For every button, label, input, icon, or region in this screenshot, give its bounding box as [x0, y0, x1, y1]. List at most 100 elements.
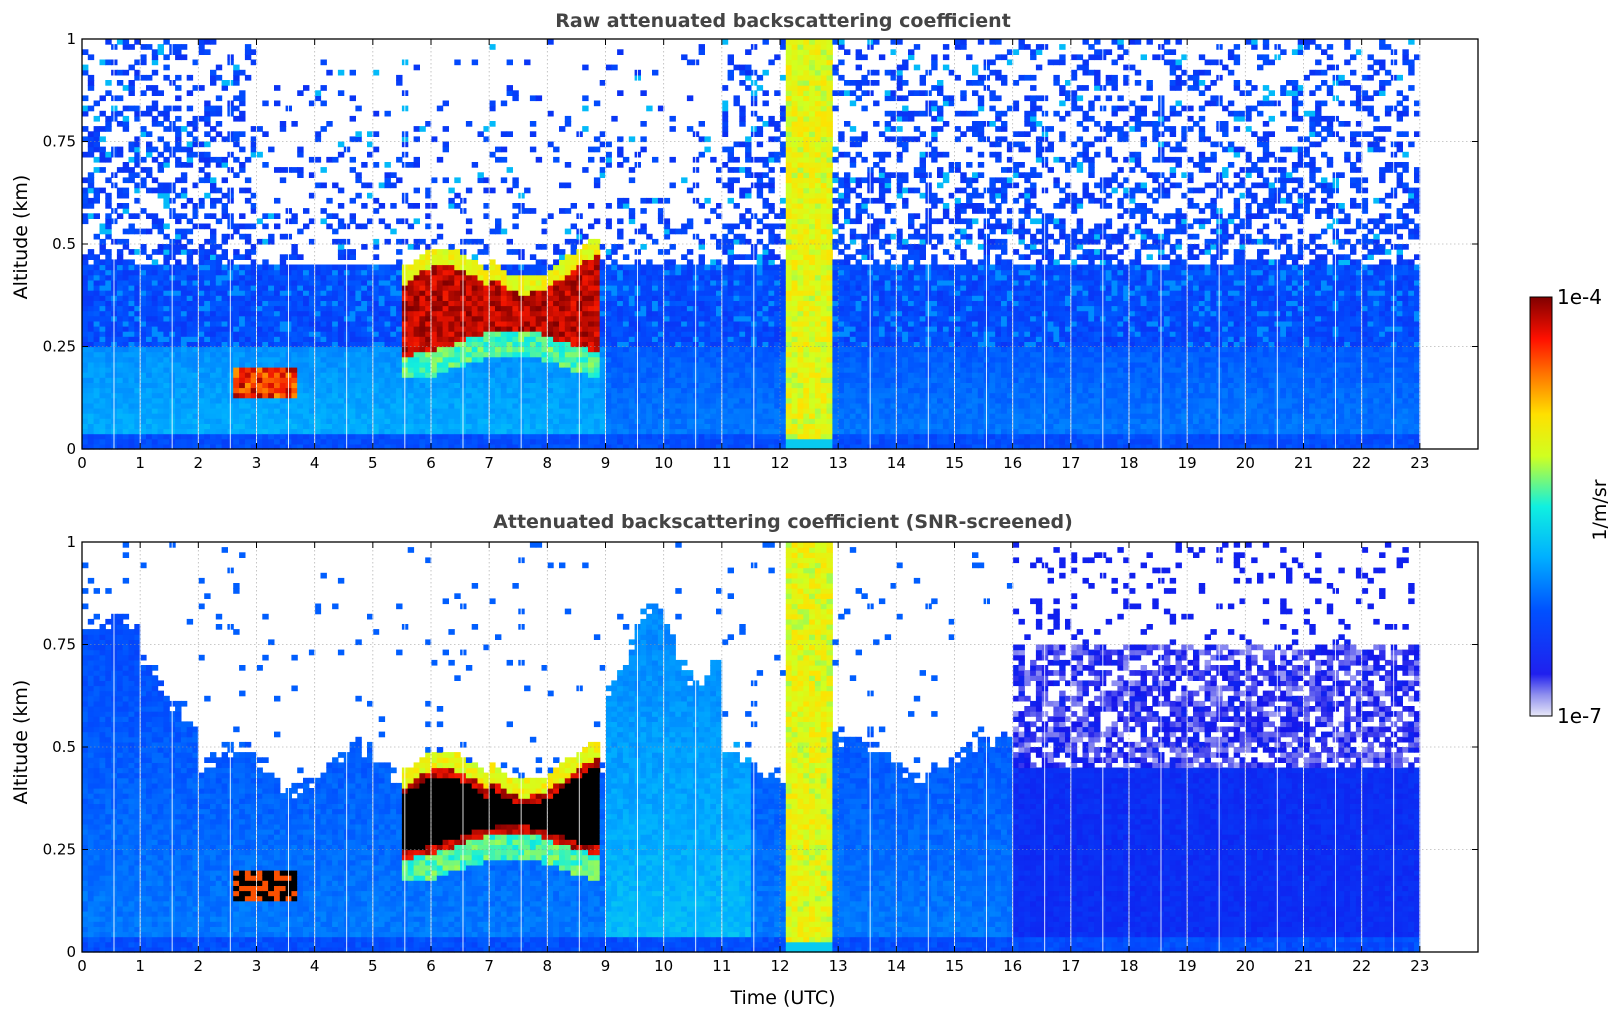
heatmap-cell: [122, 295, 130, 301]
heatmap-cell: [622, 438, 630, 445]
heatmap-cell: [186, 259, 194, 266]
heatmap-cell: [349, 136, 356, 143]
heatmap-cell: [268, 443, 275, 450]
heatmap-cell: [349, 433, 356, 440]
heatmap-cell: [541, 428, 548, 435]
heatmap-cell: [605, 387, 612, 394]
heatmap-cell: [564, 341, 572, 348]
heatmap-cell: [198, 259, 205, 266]
heatmap-cell: [116, 408, 124, 414]
heatmap-cell: [268, 423, 275, 430]
heatmap-cell: [314, 90, 322, 96]
heatmap-cell: [564, 423, 572, 430]
heatmap-cell: [500, 377, 508, 383]
heatmap-cell: [652, 285, 659, 291]
heatmap-cell: [134, 69, 141, 76]
heatmap-cell: [698, 315, 705, 322]
heatmap-cell: [157, 377, 164, 383]
heatmap-cell: [146, 443, 153, 450]
heatmap-cell: [483, 418, 490, 424]
heatmap-cell: [367, 341, 374, 348]
heatmap-cell: [308, 397, 316, 404]
heatmap-cell: [390, 346, 397, 353]
heatmap-cell: [116, 146, 124, 153]
heatmap-cell: [675, 433, 682, 440]
heatmap-cell: [588, 310, 595, 317]
heatmap-cell: [186, 218, 194, 225]
heatmap-cell: [448, 269, 455, 276]
heatmap-cell: [465, 428, 473, 435]
heatmap-cell: [332, 413, 339, 419]
heatmap-cell: [442, 146, 449, 153]
heatmap-cell: [529, 392, 537, 399]
heatmap-cell: [553, 428, 560, 435]
heatmap-cell: [332, 336, 339, 342]
heatmap-cell: [99, 264, 106, 271]
heatmap-cell: [367, 218, 374, 225]
heatmap-cell: [559, 269, 566, 276]
heatmap-cell: [87, 213, 95, 219]
heatmap-cell: [326, 418, 333, 424]
heatmap-cell: [262, 428, 269, 435]
heatmap-cell: [291, 387, 298, 394]
heatmap-cell: [308, 326, 316, 332]
heatmap-cell: [146, 336, 153, 342]
heatmap-cell: [500, 356, 508, 363]
heatmap-cell: [477, 382, 484, 389]
heatmap-cell: [681, 361, 688, 368]
heatmap-cell: [698, 238, 705, 245]
heatmap-cell: [407, 356, 415, 363]
heatmap-cell: [239, 290, 246, 296]
heatmap-cell: [407, 244, 415, 250]
heatmap-cell: [163, 203, 170, 209]
heatmap-cell: [233, 397, 240, 404]
heatmap-cell: [599, 290, 607, 296]
heatmap-cell: [448, 428, 455, 435]
heatmap-cell: [355, 326, 362, 332]
heatmap-cell: [663, 197, 671, 204]
heatmap-cell: [239, 433, 246, 440]
heatmap-cell: [454, 423, 461, 430]
heatmap-cell: [361, 336, 368, 342]
heatmap-cell: [308, 285, 316, 291]
heatmap-cell: [570, 402, 577, 409]
heatmap-cell: [541, 356, 548, 363]
heatmap-cell: [262, 423, 269, 430]
heatmap-cell: [628, 423, 636, 430]
heatmap-cell: [233, 295, 240, 301]
heatmap-cell: [198, 433, 205, 440]
heatmap-cell: [640, 336, 647, 342]
heatmap-cell: [320, 413, 327, 419]
heatmap-cell: [465, 300, 473, 307]
heatmap-cell: [646, 418, 653, 424]
heatmap-cell: [506, 413, 513, 419]
heatmap-cell: [524, 326, 531, 332]
heatmap-cell: [361, 269, 368, 276]
heatmap-cell: [599, 131, 607, 137]
heatmap-cell: [268, 264, 275, 271]
heatmap-cell: [646, 367, 653, 373]
heatmap-cell: [337, 336, 345, 342]
heatmap-cell: [116, 351, 124, 358]
heatmap-cell: [122, 310, 130, 317]
heatmap-cell: [663, 336, 671, 342]
heatmap-cell: [407, 279, 415, 286]
heatmap-cell: [326, 320, 333, 327]
heatmap-cell: [256, 418, 263, 424]
heatmap-cell: [529, 351, 537, 358]
heatmap-cell: [210, 238, 217, 245]
heatmap-cell: [599, 315, 607, 322]
heatmap-cell: [99, 136, 106, 143]
heatmap-cell: [593, 397, 601, 404]
heatmap-cell: [384, 274, 391, 281]
heatmap-cell: [553, 367, 560, 373]
heatmap-cell: [704, 418, 711, 424]
heatmap-cell: [140, 326, 147, 332]
heatmap-cell: [669, 182, 676, 189]
heatmap-cell: [320, 274, 327, 281]
heatmap-cell: [105, 269, 112, 276]
heatmap-cell: [553, 331, 560, 337]
heatmap-cell: [378, 279, 386, 286]
heatmap-cell: [419, 341, 426, 348]
heatmap-cell: [146, 141, 153, 148]
